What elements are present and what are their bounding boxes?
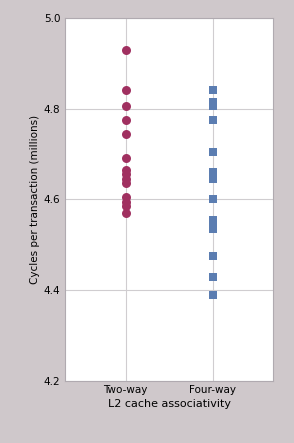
Point [210,87,215,94]
Point [123,130,128,137]
Point [210,169,215,176]
Point [210,223,215,230]
Point [123,87,128,94]
Point [123,171,128,178]
Point [210,216,215,223]
Point [123,103,128,110]
Point [123,180,128,187]
Point [210,196,215,203]
Point [210,103,215,110]
Point [123,155,128,162]
X-axis label: L2 cache associativity: L2 cache associativity [108,399,230,409]
Point [210,273,215,280]
Point [123,175,128,183]
Point [210,148,215,155]
Point [123,202,128,210]
Y-axis label: Cycles per transaction (millions): Cycles per transaction (millions) [30,115,40,284]
Point [123,46,128,53]
Point [210,291,215,298]
Point [123,117,128,124]
Point [123,210,128,217]
Point [210,175,215,183]
Point [210,221,215,228]
Point [210,171,215,178]
Point [210,98,215,105]
Point [210,117,215,124]
Point [210,225,215,233]
Point [210,253,215,260]
Point [123,194,128,201]
Point [123,198,128,205]
Point [123,166,128,173]
